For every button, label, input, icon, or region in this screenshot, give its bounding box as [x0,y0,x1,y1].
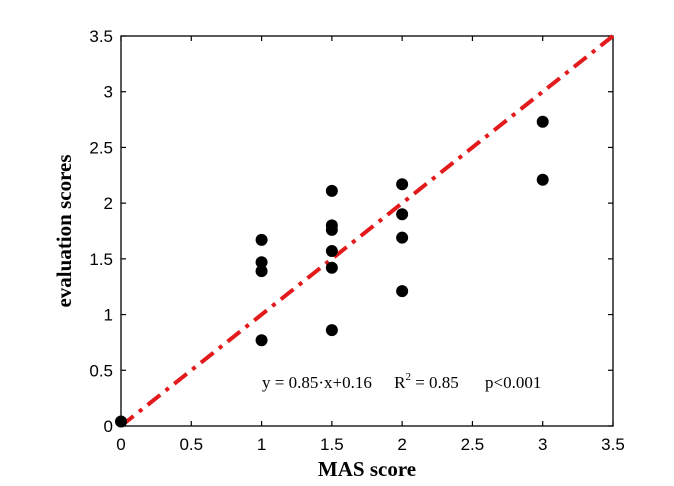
y-tick-label: 1 [104,306,113,325]
annotation-text: y = 0.85·x+0.16 R2 = 0.85 p<0.001 [262,371,541,392]
y-tick-label: 3 [104,83,113,102]
x-tick-label: 0 [116,435,125,454]
x-tick-label: 1 [257,435,266,454]
data-point [396,231,409,244]
data-point [255,334,268,347]
y-axis-label: evaluation scores [52,154,76,307]
y-tick-label: 3.5 [89,27,113,46]
data-point [325,324,338,337]
data-point [396,285,409,298]
annotation-p-value: p<0.001 [485,373,541,392]
x-axis-label: MAS score [318,457,416,481]
y-tick-label: 2.5 [89,138,113,157]
y-axis-ticks [121,35,613,427]
x-tick-label: 2.5 [461,435,485,454]
data-point [325,245,338,258]
data-point [325,261,338,274]
data-point [396,178,409,191]
data-point [255,233,268,246]
data-point [396,208,409,221]
y-tick-label: 2 [104,194,113,213]
data-point [255,256,268,269]
y-tick-label: 1.5 [89,250,113,269]
data-point [325,184,338,197]
x-tick-label: 2 [397,435,406,454]
x-tick-label: 0.5 [179,435,203,454]
x-tick-label: 3 [538,435,547,454]
y-axis-tick-labels: 0 0.5 1 1.5 2 2.5 3 3.5 [89,27,113,436]
annotation-r2-superscript: 2 [405,371,411,383]
y-tick-label: 0 [104,417,113,436]
data-point [115,415,127,428]
data-point [325,223,338,236]
annotation-r2-label: R [394,373,406,392]
annotation-r2-value: = 0.85 [411,373,459,392]
annotation-equation: y = 0.85·x+0.16 [262,373,372,392]
data-point [536,173,549,186]
data-points [115,115,549,428]
x-tick-label: 3.5 [601,435,625,454]
x-tick-label: 1.5 [320,435,344,454]
x-axis-tick-labels: 0 0.5 1 1.5 2 2.5 3 3.5 [116,435,625,454]
regression-line [119,34,615,428]
data-point [536,115,549,128]
y-tick-label: 0.5 [89,361,113,380]
data-point [255,265,268,278]
